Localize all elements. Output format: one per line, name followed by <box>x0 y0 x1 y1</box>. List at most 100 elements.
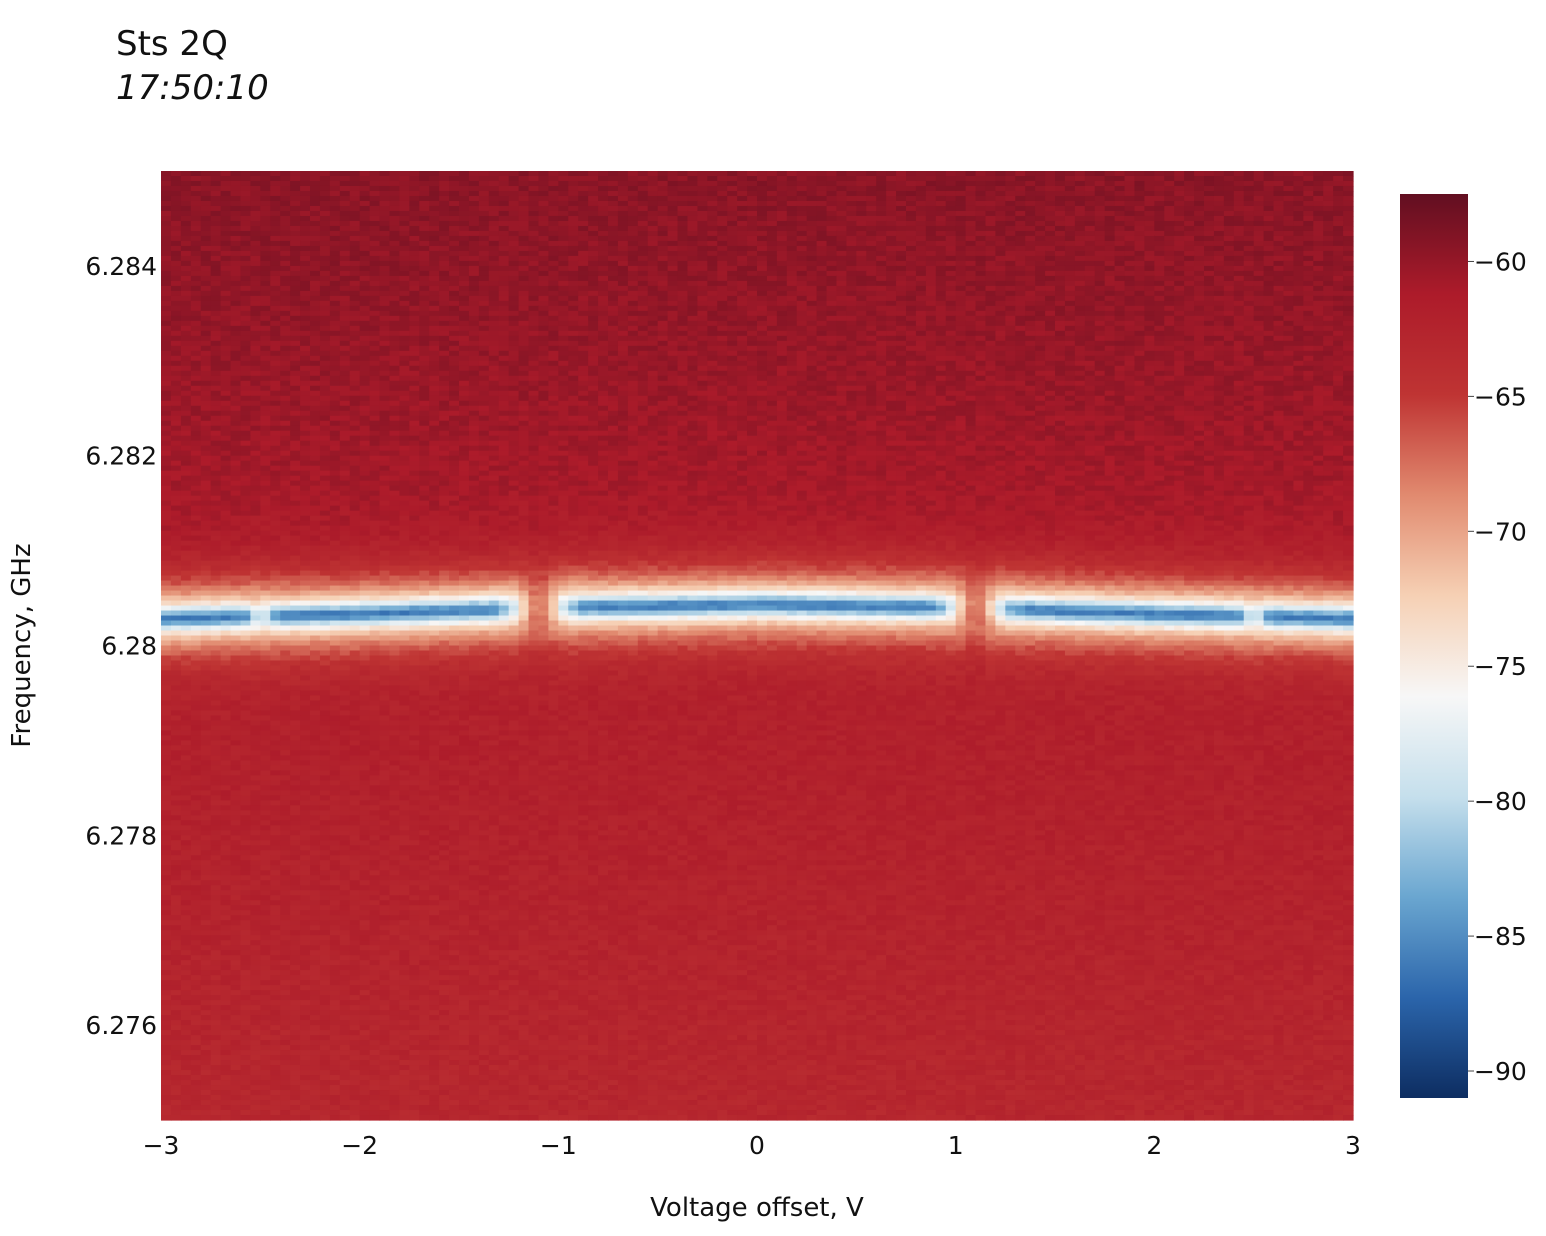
heatmap-cell <box>797 246 808 252</box>
heatmap-cell <box>509 336 520 342</box>
heatmap-cell <box>350 346 361 352</box>
heatmap-cell <box>1323 271 1334 277</box>
heatmap-cell <box>201 306 212 312</box>
heatmap-cell <box>1323 191 1334 197</box>
heatmap-cell <box>856 196 867 202</box>
heatmap-cell <box>290 296 301 302</box>
heatmap-cell <box>399 291 410 297</box>
heatmap-cell <box>399 216 410 222</box>
heatmap-cell <box>250 321 261 327</box>
heatmap-cell <box>1214 371 1225 377</box>
heatmap-cell <box>499 251 510 257</box>
heatmap-cell <box>668 196 679 202</box>
heatmap-cell <box>856 336 867 342</box>
heatmap-cell <box>995 251 1006 257</box>
heatmap-cell <box>290 351 301 357</box>
heatmap-cell <box>846 366 857 372</box>
heatmap-cell <box>519 291 530 297</box>
heatmap-cell <box>310 191 321 197</box>
heatmap-cell <box>1144 226 1155 232</box>
heatmap-cell <box>469 281 480 287</box>
heatmap-cell <box>260 291 271 297</box>
heatmap-cell <box>1065 276 1076 282</box>
heatmap-cell <box>846 296 857 302</box>
heatmap-cell <box>1244 356 1255 362</box>
heatmap-cell <box>658 186 669 192</box>
heatmap-cell <box>459 321 470 327</box>
heatmap-cell <box>906 211 917 217</box>
heatmap-cell <box>1214 331 1225 337</box>
heatmap-cell <box>727 296 738 302</box>
heatmap-cell <box>489 171 500 177</box>
heatmap-cell <box>1125 296 1136 302</box>
heatmap-cell <box>300 346 311 352</box>
heatmap-cell <box>687 191 698 197</box>
heatmap-cell <box>1194 276 1205 282</box>
heatmap-cell <box>588 311 599 317</box>
heatmap-cell <box>1283 251 1294 257</box>
heatmap-cell <box>340 291 351 297</box>
heatmap-cell <box>409 316 420 322</box>
heatmap-cell <box>668 226 679 232</box>
heatmap-cell <box>916 336 927 342</box>
heatmap-cell <box>1234 371 1245 377</box>
heatmap-cell <box>1293 336 1304 342</box>
heatmap-cell <box>429 331 440 337</box>
heatmap-cell <box>787 171 798 177</box>
heatmap-cell <box>817 201 828 207</box>
heatmap-cell <box>1224 216 1235 222</box>
heatmap-cell <box>1343 171 1354 177</box>
heatmap-cell <box>638 361 649 367</box>
heatmap-cell <box>429 346 440 352</box>
heatmap-cell <box>777 256 788 262</box>
heatmap-cell <box>360 266 371 272</box>
heatmap-cell <box>886 336 897 342</box>
heatmap-cell <box>846 306 857 312</box>
heatmap-cell <box>807 251 818 257</box>
heatmap-cell <box>330 176 341 182</box>
heatmap-cell <box>936 341 947 347</box>
heatmap-cell <box>797 256 808 262</box>
heatmap-cell <box>936 306 947 312</box>
heatmap-cell <box>1224 226 1235 232</box>
heatmap-cell <box>1303 206 1314 212</box>
heatmap-cell <box>707 211 718 217</box>
heatmap-cell <box>668 351 679 357</box>
heatmap-cell <box>1293 356 1304 362</box>
heatmap-cell <box>747 206 758 212</box>
heatmap-cell <box>1095 286 1106 292</box>
heatmap-cell <box>946 306 957 312</box>
heatmap-cell <box>767 216 778 222</box>
heatmap-cell <box>1164 356 1175 362</box>
heatmap-cell <box>598 196 609 202</box>
heatmap-cell <box>866 201 877 207</box>
heatmap-cell <box>260 241 271 247</box>
heatmap-cell <box>469 231 480 237</box>
heatmap-cell <box>1065 356 1076 362</box>
heatmap-cell <box>827 196 838 202</box>
heatmap-cell <box>856 376 867 382</box>
heatmap-cell <box>320 186 331 192</box>
heatmap-cell <box>678 266 689 272</box>
heatmap-cell <box>270 296 281 302</box>
heatmap-cell <box>429 361 440 367</box>
heatmap-cell <box>231 291 242 297</box>
heatmap-cell <box>290 321 301 327</box>
heatmap-cell <box>1283 361 1294 367</box>
heatmap-cell <box>1333 226 1344 232</box>
heatmap-cell <box>1194 246 1205 252</box>
heatmap-cell <box>608 316 619 322</box>
heatmap-cell <box>1065 331 1076 337</box>
heatmap-cell <box>1085 216 1096 222</box>
heatmap-cell <box>1323 246 1334 252</box>
heatmap-cell <box>668 236 679 242</box>
heatmap-cell <box>439 351 450 357</box>
heatmap-cell <box>479 261 490 267</box>
heatmap-cell <box>1105 286 1116 292</box>
heatmap-cell <box>340 201 351 207</box>
heatmap-cell <box>1025 316 1036 322</box>
heatmap-cell <box>1154 306 1165 312</box>
heatmap-cell <box>1125 186 1136 192</box>
heatmap-cell <box>419 191 430 197</box>
heatmap-cell <box>558 306 569 312</box>
